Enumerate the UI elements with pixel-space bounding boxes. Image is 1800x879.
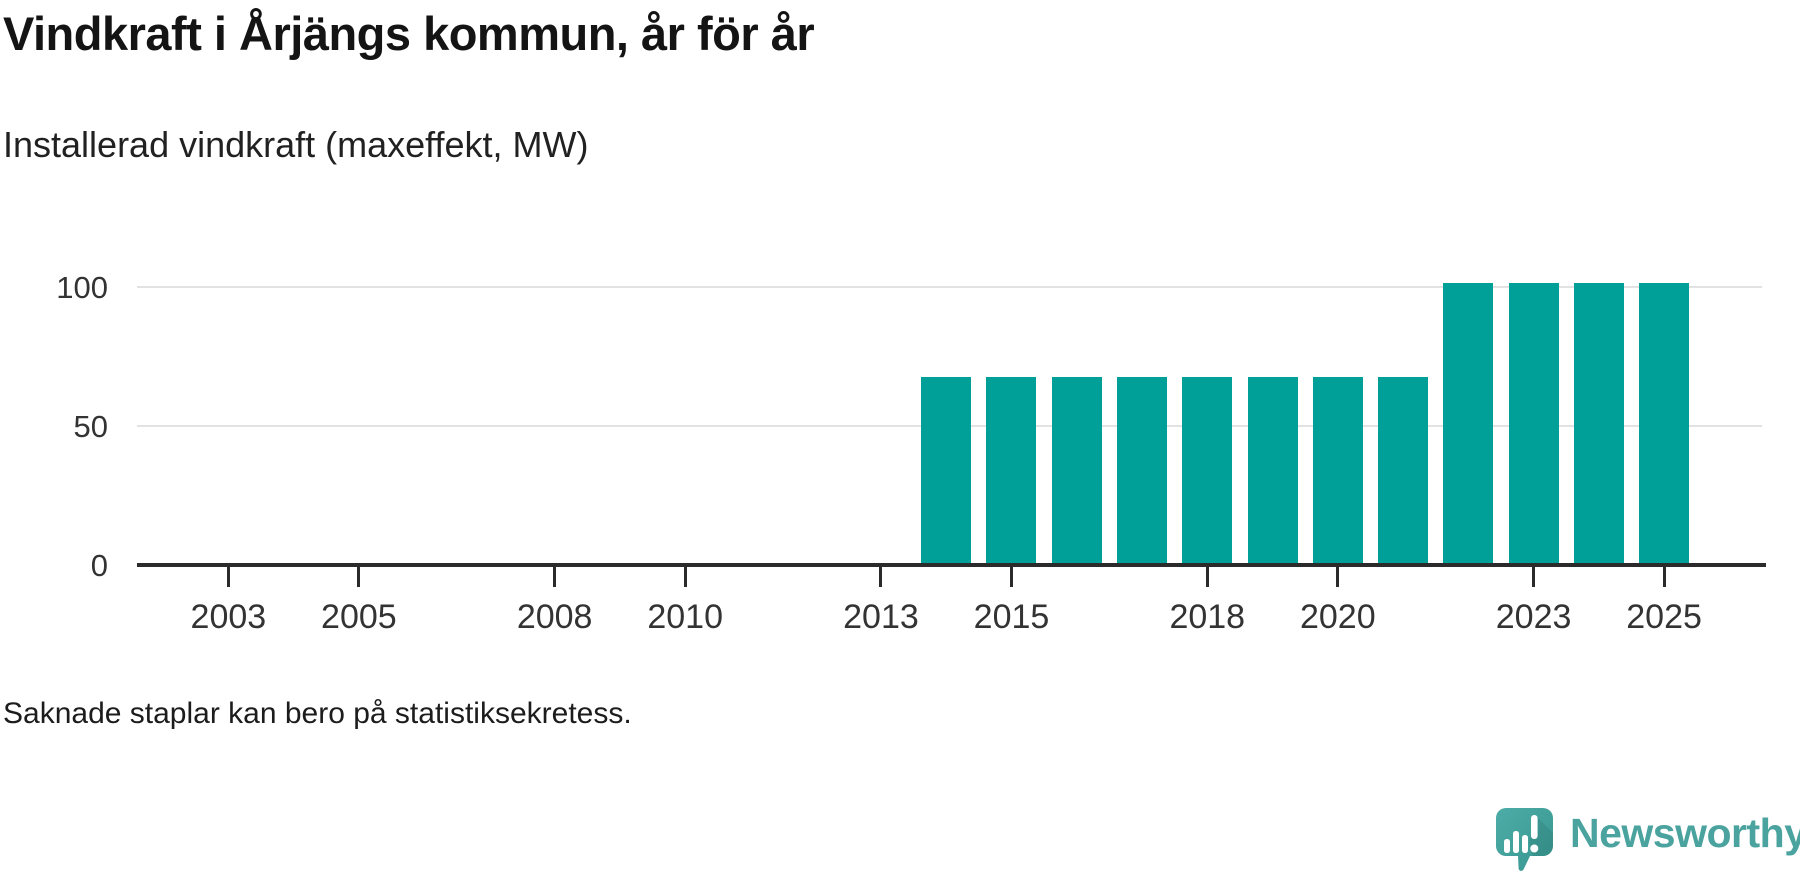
bar-2022: [1443, 282, 1494, 565]
x-tick-mark-2023: [1532, 567, 1536, 587]
newsworthy-logo-icon: [1496, 808, 1553, 871]
x-tick-label-2015: 2015: [973, 598, 1050, 636]
gridline-100: [137, 286, 1762, 288]
x-tick-label-2008: 2008: [516, 598, 593, 636]
brand-footer: Newsworthy: [1496, 808, 1800, 872]
bar-2023: [1508, 282, 1559, 565]
x-tick-label-2018: 2018: [1169, 598, 1246, 636]
chart-subtitle: Installerad vindkraft (maxeffekt, MW): [3, 124, 589, 165]
x-tick-mark-2005: [357, 567, 361, 587]
brand-name: Newsworthy: [1570, 810, 1800, 856]
bar-2015: [986, 377, 1037, 565]
y-tick-label-50: 50: [73, 409, 108, 444]
x-tick-mark-2020: [1336, 567, 1340, 587]
bar-2019: [1247, 377, 1298, 565]
x-tick-mark-2010: [683, 567, 687, 587]
bar-2018: [1182, 377, 1233, 565]
bar-2024: [1573, 282, 1624, 565]
x-tick-label-2013: 2013: [843, 598, 919, 636]
x-tick-mark-2015: [1009, 567, 1013, 587]
chart-title: Vindkraft i Årjängs kommun, år för år: [3, 7, 815, 60]
x-tick-label-2025: 2025: [1626, 598, 1702, 636]
bar-2025: [1639, 282, 1690, 565]
plot-area: 0 50 100 2003 2005 2008 2010 2013 2015 2018 2020 20…: [56, 230, 1766, 636]
x-tick-mark-2025: [1662, 567, 1666, 587]
bar-2017: [1117, 377, 1168, 565]
x-tick-label-2023: 2023: [1495, 598, 1572, 636]
x-tick-label-2020: 2020: [1299, 598, 1376, 636]
x-tick-mark-2013: [879, 567, 883, 587]
x-tick-mark-2003: [226, 567, 230, 587]
y-tick-label-0: 0: [90, 548, 108, 583]
x-tick-mark-2018: [1205, 567, 1209, 587]
x-tick-mark-2008: [553, 567, 557, 587]
bar-2021: [1378, 377, 1429, 565]
y-tick-label-100: 100: [56, 270, 108, 305]
x-axis-line: [137, 563, 1766, 567]
x-tick-label-2005: 2005: [321, 598, 397, 636]
bar-2016: [1051, 377, 1102, 565]
bar-2020: [1312, 377, 1363, 565]
bar-2014: [921, 377, 972, 565]
x-tick-label-2003: 2003: [190, 598, 267, 636]
x-tick-label-2010: 2010: [647, 598, 723, 636]
chart-footnote: Saknade staplar kan bero på statistiksek…: [3, 697, 632, 730]
